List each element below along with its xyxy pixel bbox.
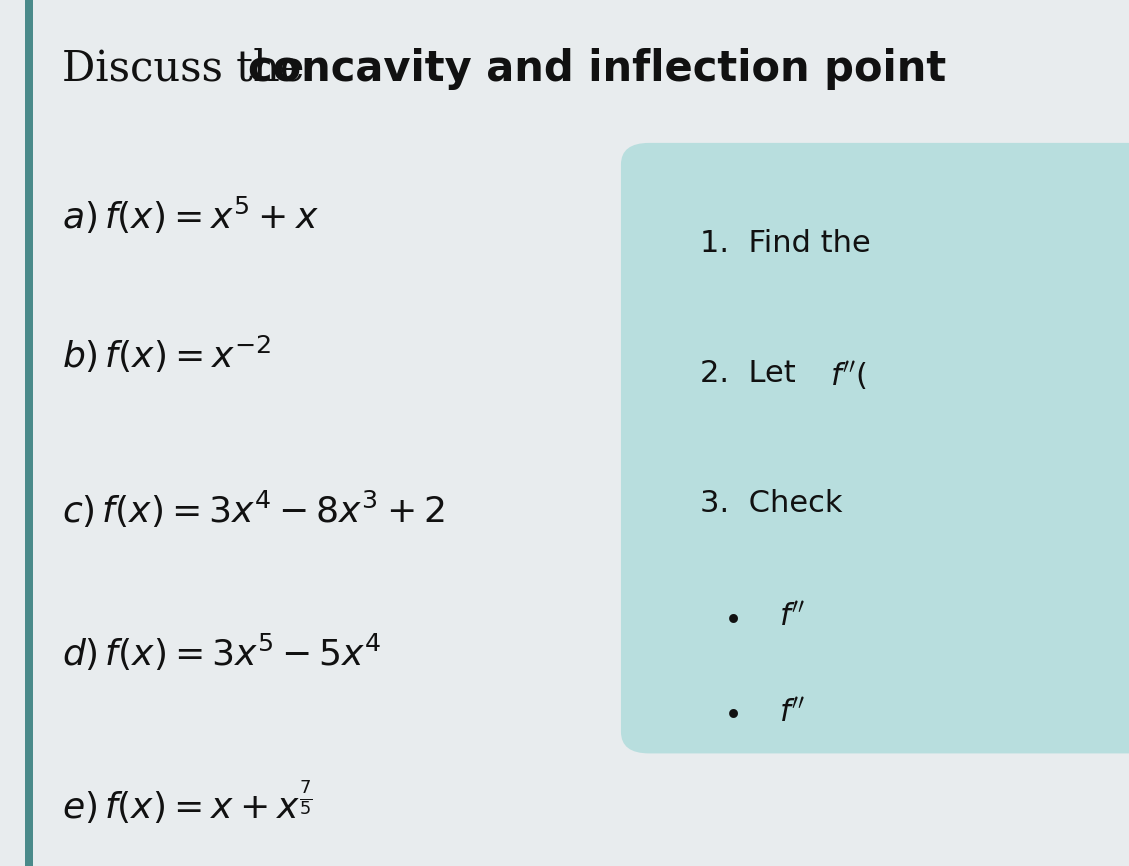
Text: 2.  Let: 2. Let	[700, 359, 805, 388]
Text: $\mathit{c)\,f(x)=3x^{4}-8x^{3}+2}$: $\mathit{c)\,f(x)=3x^{4}-8x^{3}+2}$	[62, 489, 445, 531]
Text: $\bullet$: $\bullet$	[723, 697, 738, 728]
FancyBboxPatch shape	[621, 143, 1129, 753]
Text: $\mathit{a)\,f(x)=x^{5}+x}$: $\mathit{a)\,f(x)=x^{5}+x}$	[62, 195, 318, 236]
Text: $f''$: $f''$	[779, 697, 805, 728]
Text: $\mathit{e)\,f(x)=x+x^{\frac{7}{5}}}$: $\mathit{e)\,f(x)=x+x^{\frac{7}{5}}}$	[62, 779, 313, 826]
Text: $\bullet$: $\bullet$	[723, 602, 738, 633]
Bar	[25, 0, 33, 866]
Text: 1.  Find the: 1. Find the	[700, 229, 870, 258]
Text: $f''($: $f''($	[830, 359, 867, 392]
Text: $\mathit{d)\,f(x)=3x^{5}-5x^{4}}$: $\mathit{d)\,f(x)=3x^{5}-5x^{4}}$	[62, 632, 382, 674]
Text: $f''$: $f''$	[779, 602, 805, 633]
Text: Discuss the: Discuss the	[62, 48, 317, 89]
Text: $\mathit{b)\,f(x)=x^{-2}}$: $\mathit{b)\,f(x)=x^{-2}}$	[62, 333, 271, 375]
Text: 3.  Check: 3. Check	[700, 489, 842, 518]
Text: concavity and inflection point: concavity and inflection point	[248, 48, 946, 89]
